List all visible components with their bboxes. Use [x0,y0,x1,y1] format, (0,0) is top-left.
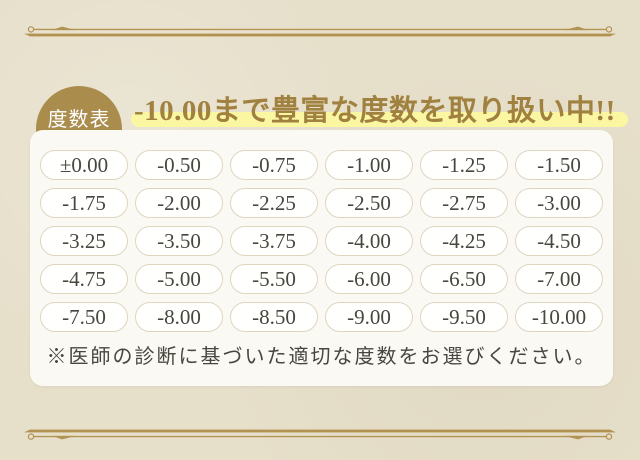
power-pill[interactable]: -6.50 [420,264,508,294]
power-grid: ±0.00 -0.50 -0.75 -1.00 -1.25 -1.50 -1.75 -2.00… [40,150,603,332]
power-pill[interactable]: ±0.00 [40,150,128,180]
power-pill[interactable]: -6.00 [325,264,413,294]
power-pill[interactable]: -4.50 [515,226,603,256]
power-pill[interactable]: -8.50 [230,302,318,332]
power-pill[interactable]: -10.00 [515,302,603,332]
power-pill[interactable]: -3.00 [515,188,603,218]
power-pill[interactable]: -9.50 [420,302,508,332]
power-pill[interactable]: -7.50 [40,302,128,332]
power-pill[interactable]: -5.00 [135,264,223,294]
power-pill[interactable]: -0.75 [230,150,318,180]
power-pill[interactable]: -0.50 [135,150,223,180]
power-pill[interactable]: -2.00 [135,188,223,218]
power-table-badge-label: 度数表 [47,109,111,131]
power-pill[interactable]: -2.75 [420,188,508,218]
power-pill[interactable]: -4.75 [40,264,128,294]
power-pill[interactable]: -2.50 [325,188,413,218]
page-title: -10.00まで豊富な度数を取り扱い中!! [134,95,616,127]
power-pill[interactable]: -3.75 [230,226,318,256]
doctor-advice-note: ※医師の診断に基づいた適切な度数をお選びください。 [46,346,597,368]
power-pill[interactable]: -1.75 [40,188,128,218]
ornamental-divider-top [24,26,616,37]
power-pill[interactable]: -7.00 [515,264,603,294]
power-table-card: ±0.00 -0.50 -0.75 -1.00 -1.25 -1.50 -1.75 -2.00… [30,130,613,386]
power-pill[interactable]: -4.00 [325,226,413,256]
power-pill[interactable]: -1.50 [515,150,603,180]
ornamental-divider-bottom [24,429,616,440]
power-pill[interactable]: -9.00 [325,302,413,332]
power-pill[interactable]: -5.50 [230,264,318,294]
power-pill[interactable]: -1.25 [420,150,508,180]
power-pill[interactable]: -2.25 [230,188,318,218]
power-pill[interactable]: -8.00 [135,302,223,332]
heading-highlight [131,112,628,127]
power-pill[interactable]: -1.00 [325,150,413,180]
power-pill[interactable]: -3.50 [135,226,223,256]
power-pill[interactable]: -3.25 [40,226,128,256]
power-pill[interactable]: -4.25 [420,226,508,256]
